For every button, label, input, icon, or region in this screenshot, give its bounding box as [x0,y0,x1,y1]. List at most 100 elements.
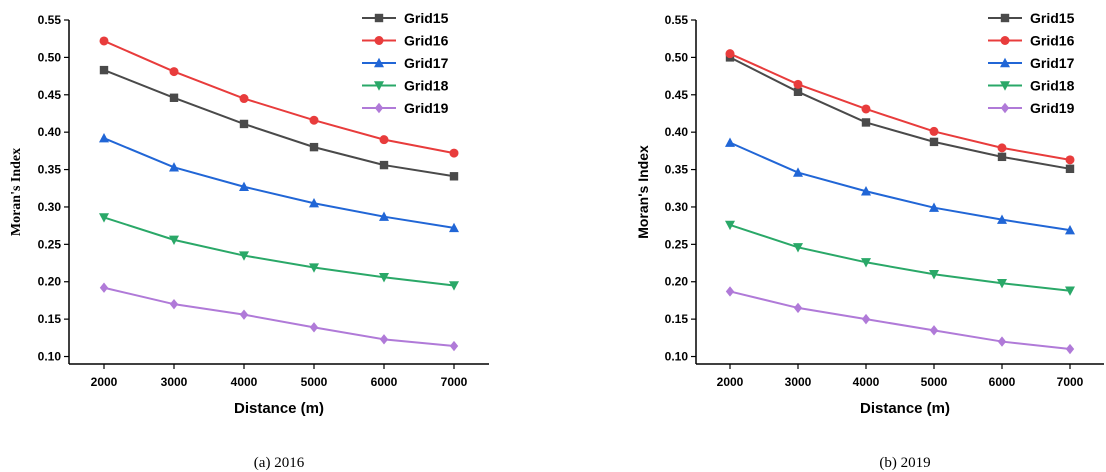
x-tick-label: 7000 [1057,375,1084,389]
data-point-grid15 [929,137,939,147]
y-tick-label: 0.10 [665,350,689,364]
legend-marker-grid15 [374,13,384,23]
y-axis-label: Moran's Index [635,145,651,239]
data-point-grid19 [861,313,871,325]
x-tick-label: 3000 [161,375,188,389]
series-lines [725,49,1075,355]
y-ticks: 0.10 0.15 0.20 0.25 0.30 0.35 0.40 0.45 0.50 0.55 [38,13,69,364]
legend-label: Grid17 [404,55,449,71]
data-point-grid18 [793,243,803,253]
data-point-grid19 [379,334,389,345]
legend-marker-grid17 [374,57,384,68]
legend-marker-grid15 [1000,13,1010,23]
data-point-grid16 [1065,155,1075,165]
data-point-grid18 [725,220,735,231]
x-tick-label: 7000 [441,375,468,389]
y-tick-label: 0.25 [665,237,689,251]
y-axis-label: Moran's Index [9,148,24,236]
legend-marker-grid19 [1000,102,1010,114]
x-axis-label: Distance (m) [234,400,324,417]
data-point-grid15 [1065,164,1075,174]
data-point-grid19 [449,340,459,352]
legend-marker-grid16 [374,36,384,45]
legend-label: Grid18 [404,78,449,94]
data-point-grid19 [309,322,319,333]
data-point-grid16 [929,126,939,136]
data-point-grid16 [793,79,803,89]
series-line-grid17 [729,141,1071,232]
data-point-grid19 [793,302,803,314]
data-point-grid17 [929,202,939,212]
data-point-grid15 [99,65,109,75]
series-line-grid18 [729,223,1071,292]
data-point-grid15 [997,152,1007,162]
x-ticks: 2000 3000 4000 5000 6000 7000 [717,364,1084,389]
series-line-grid19 [103,286,455,348]
x-tick-label: 4000 [853,375,880,389]
legend-label: Grid16 [1030,33,1075,49]
data-point-grid15 [239,119,249,129]
data-point-grid15 [861,118,871,127]
data-point-grid17 [169,162,179,172]
legend-label: Grid19 [404,100,449,116]
legend-marker-grid18 [374,81,384,91]
legend-label: Grid15 [1030,10,1075,26]
y-tick-label: 0.30 [665,200,689,214]
y-tick-label: 0.40 [38,125,62,139]
data-point-grid16 [725,49,735,59]
data-point-grid18 [449,281,459,291]
data-point-grid19 [169,298,179,310]
x-tick-label: 5000 [301,375,328,389]
data-point-grid16 [239,94,249,104]
data-point-grid19 [997,336,1007,347]
series-line-grid16 [729,52,1071,161]
y-tick-label: 0.15 [665,312,689,326]
panel-caption: (b) 2019 [879,455,930,471]
series-line-grid18 [103,216,455,287]
data-point-grid16 [997,143,1007,153]
data-point-grid15 [793,87,803,96]
series-line-grid16 [103,40,455,155]
data-point-grid16 [861,104,871,114]
data-point-grid18 [1065,286,1075,296]
x-tick-label: 6000 [989,375,1016,389]
series-line-grid19 [729,290,1071,351]
data-point-grid17 [1065,224,1075,235]
data-point-grid17 [997,214,1007,224]
y-tick-label: 0.15 [38,312,62,326]
data-point-grid18 [239,251,249,261]
data-point-grid16 [169,67,179,77]
x-tick-label: 2000 [717,375,744,389]
data-point-grid16 [99,36,109,46]
data-point-grid19 [99,282,109,293]
data-point-grid17 [309,198,319,208]
y-tick-label: 0.35 [38,163,62,177]
data-point-grid17 [449,222,459,233]
y-tick-label: 0.40 [665,125,689,139]
data-point-grid16 [449,148,459,158]
data-point-grid19 [725,286,735,297]
y-tick-label: 0.10 [38,350,62,364]
legend: Grid15 Grid16 Grid17 Grid18 Grid19 [362,10,449,116]
chart-panel-2019: 0.10 0.15 0.20 0.25 0.30 0.35 0.40 0.45 0.50 0.55… [635,10,1104,471]
legend-marker-grid19 [374,102,384,114]
data-point-grid15 [309,142,319,152]
data-point-grid19 [929,325,939,336]
y-tick-label: 0.25 [38,237,62,251]
series-lines [99,36,459,352]
data-point-grid18 [861,258,871,268]
legend: Grid15 Grid16 Grid17 Grid18 Grid19 [988,10,1075,116]
legend-marker-grid17 [1000,57,1010,68]
x-tick-label: 5000 [921,375,948,389]
data-point-grid15 [169,93,179,102]
y-tick-label: 0.50 [665,50,689,64]
chart-panel-2016: 0.10 0.15 0.20 0.25 0.30 0.35 0.40 0.45 0.50 0.55… [9,10,489,471]
data-point-grid18 [309,263,319,273]
data-point-grid18 [379,273,389,283]
data-point-grid17 [861,186,871,196]
data-point-grid17 [725,137,735,147]
x-axis-label: Distance (m) [860,400,950,417]
y-tick-label: 0.35 [665,163,689,177]
legend-label: Grid17 [1030,55,1075,71]
data-point-grid18 [997,279,1007,289]
